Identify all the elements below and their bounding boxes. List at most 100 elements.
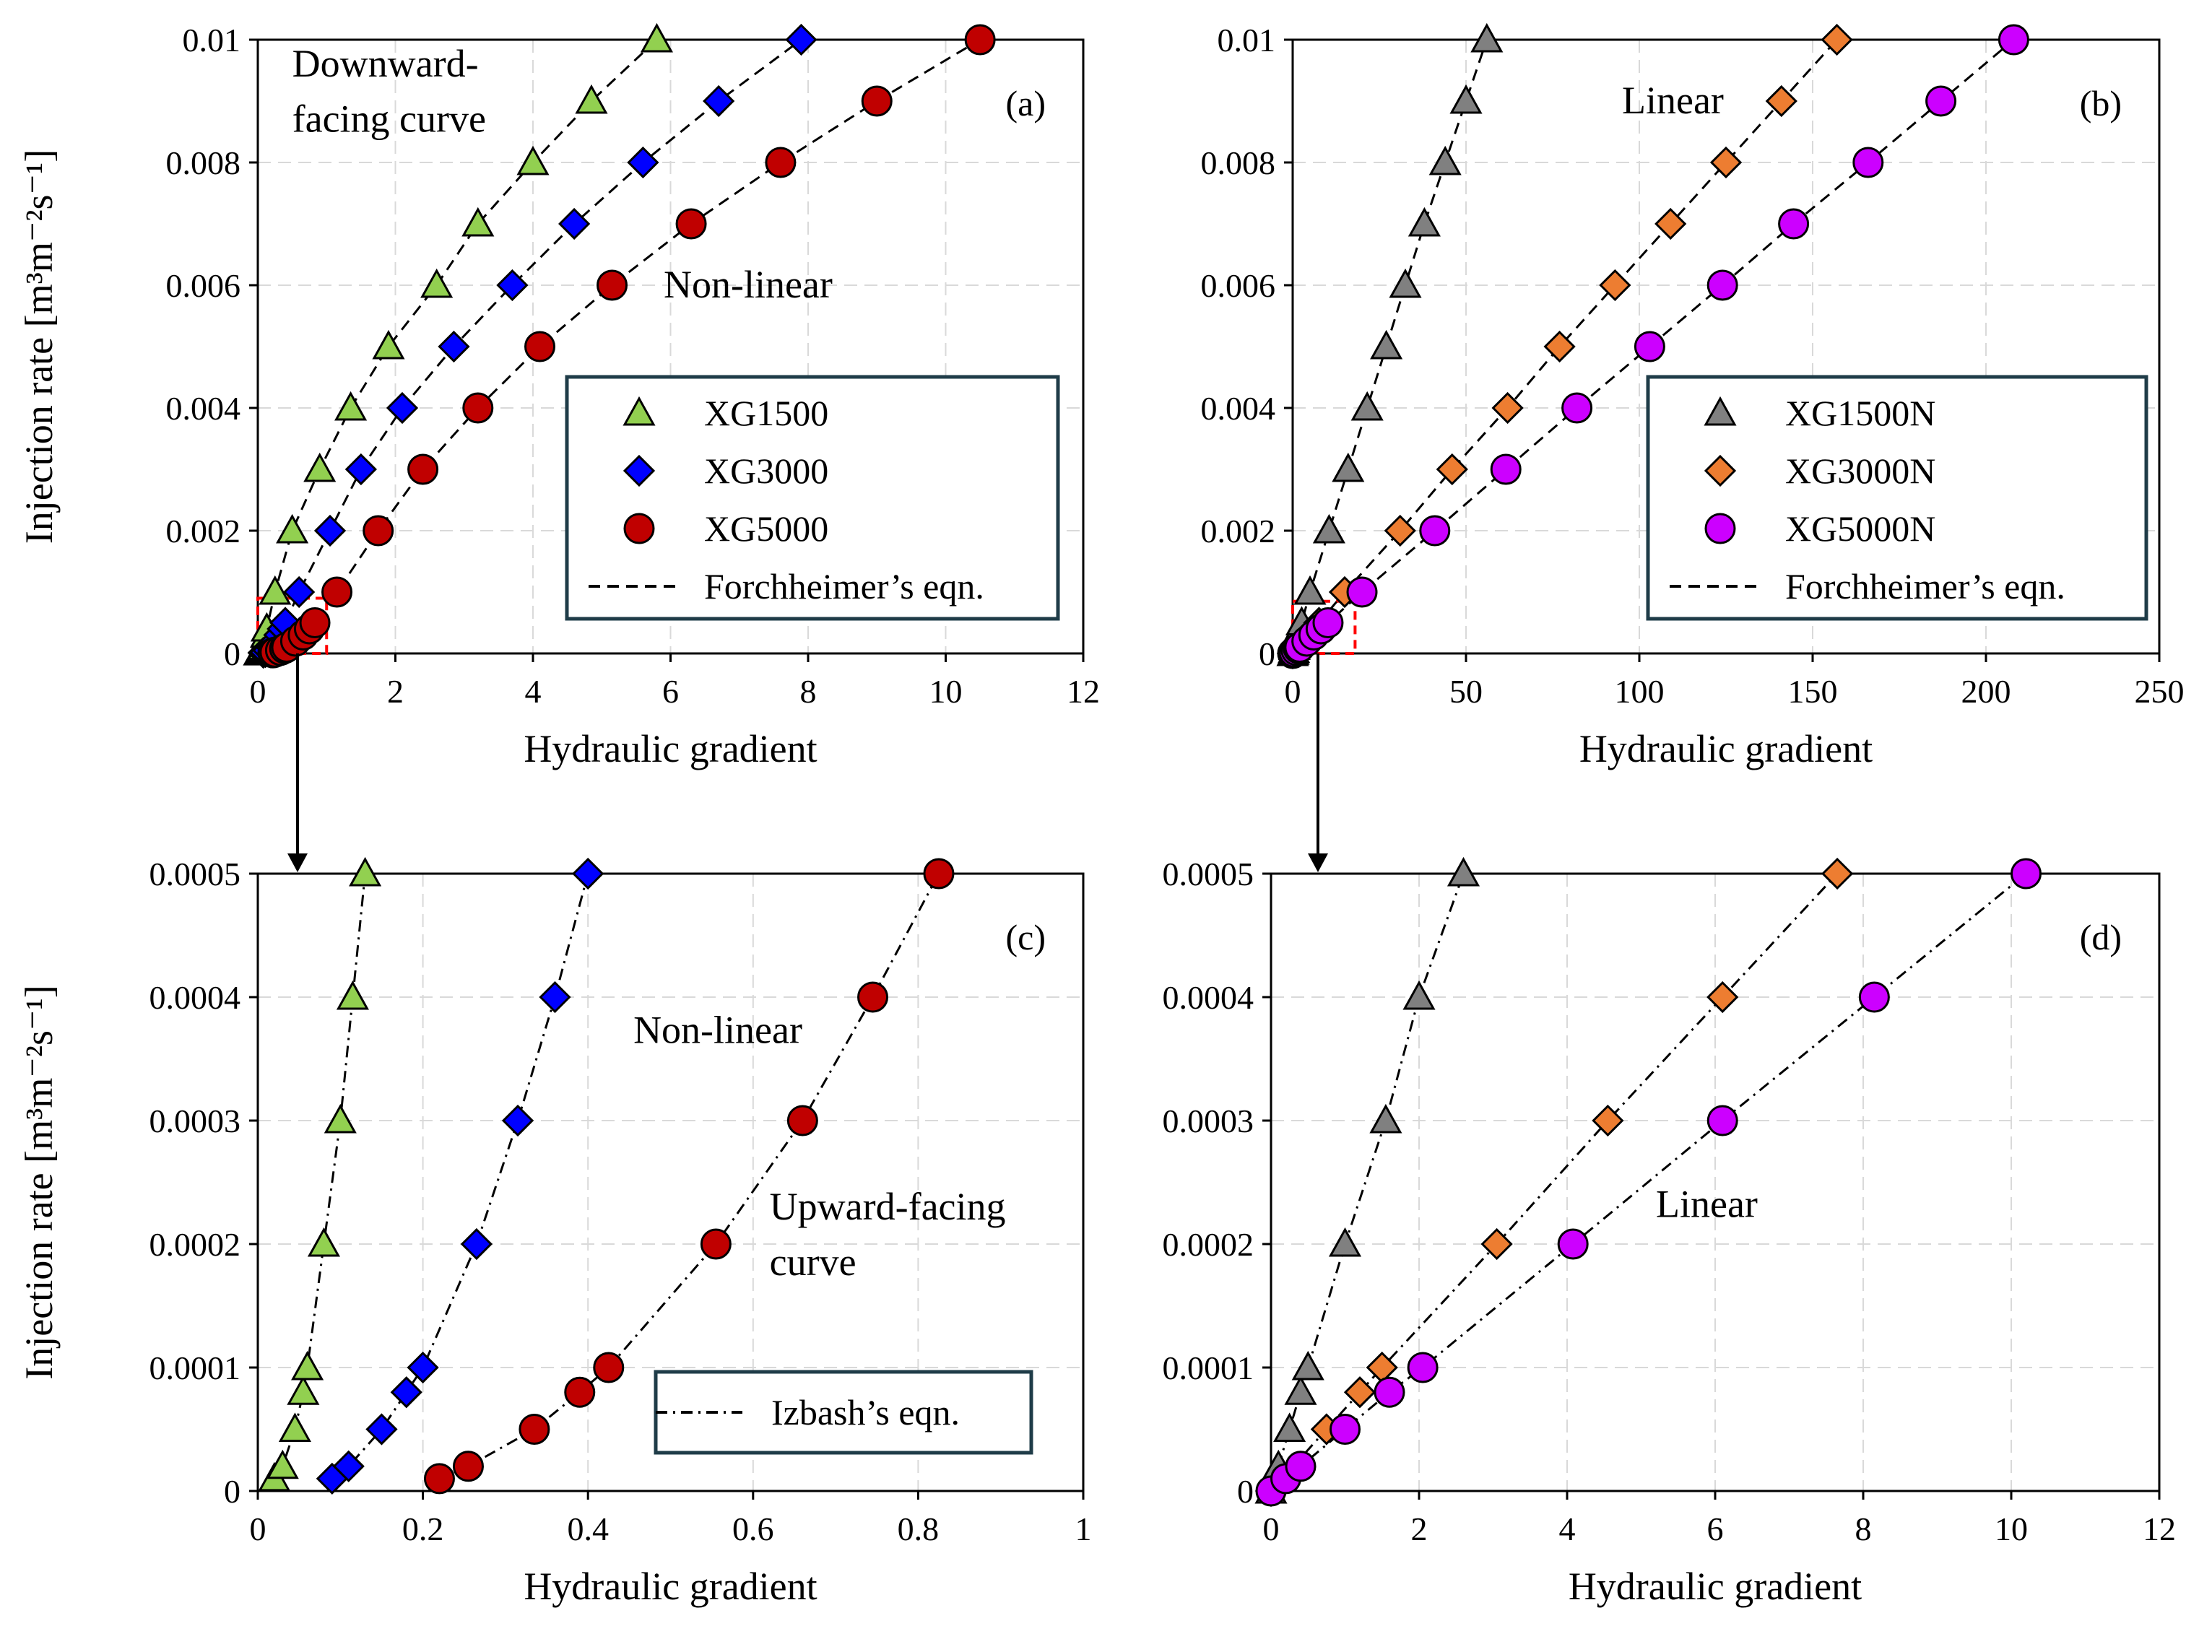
data-point-xg5000 <box>462 392 494 424</box>
data-point-xg5000n <box>1858 981 1890 1013</box>
y-tick-label: 0 <box>224 635 240 672</box>
data-point-xg1500 <box>307 1227 340 1257</box>
x-tick-label: 6 <box>662 673 679 710</box>
data-point-xg3000n <box>1765 84 1797 118</box>
data-point-xg3000 <box>344 453 377 486</box>
data-point-xg5000n <box>1852 147 1884 178</box>
annotation-text: curve <box>770 1240 856 1284</box>
data-point-xg5000n <box>1312 607 1344 638</box>
data-point-xg5000 <box>700 1228 732 1260</box>
x-tick-label: 50 <box>1449 673 1483 710</box>
y-tick-label: 0.004 <box>166 390 241 427</box>
data-point-xg5000n <box>2011 858 2042 890</box>
data-point-xg1500 <box>324 1103 357 1134</box>
fit-line-xg1500 <box>273 873 367 1479</box>
x-tick-label: 0.4 <box>567 1510 609 1547</box>
data-point-xg5000 <box>861 85 893 117</box>
legend-marker-xg3000n <box>1704 454 1737 487</box>
chart-panel-a: 0 2 4 6 8 10 12 0 0.002 0.004 0.006 0.008 0.01 Hydrau… <box>17 22 1100 770</box>
data-point-xg3000 <box>539 981 571 1014</box>
annotation-text: Linear <box>1656 1182 1758 1225</box>
x-axis-label: Hydraulic gradient <box>524 727 817 770</box>
legend: XG1500 XG3000 XG5000 Forchheimer’s eqn. <box>565 375 1060 621</box>
x-axis-label: Hydraulic gradient <box>1579 727 1873 770</box>
legend-marker-xg5000 <box>623 513 655 544</box>
x-tick-label: 4 <box>525 673 542 710</box>
data-point-xg5000 <box>675 208 707 240</box>
data-point-xg5000n <box>1634 331 1665 362</box>
data-point-xg1500n <box>1402 980 1436 1010</box>
data-point-xg3000n <box>1480 1227 1513 1261</box>
data-point-xg5000 <box>299 607 331 638</box>
legend-box <box>654 1370 1033 1455</box>
data-point-xg1500 <box>575 84 608 114</box>
series-xg1500 <box>258 856 382 1492</box>
data-point-xg5000 <box>923 858 955 890</box>
x-tick-label: 10 <box>929 673 963 710</box>
y-tick-label: 0.0005 <box>149 856 241 892</box>
data-point-xg3000n <box>1821 23 1853 56</box>
y-tick-label: 0 <box>1237 1473 1254 1510</box>
data-point-xg5000n <box>1407 1352 1439 1383</box>
data-point-xg3000n <box>1543 330 1576 363</box>
legend: Izbash’s eqn. <box>654 1370 1033 1455</box>
data-point-xg1500 <box>266 1449 299 1479</box>
data-point-xg3000n <box>1599 269 1631 302</box>
data-point-xg1500n <box>1328 1227 1362 1257</box>
panel-label: (c) <box>1006 917 1046 957</box>
y-tick-label: 0.008 <box>166 144 241 181</box>
data-point-xg3000 <box>460 1227 493 1261</box>
data-point-xg1500n <box>1370 329 1403 360</box>
chart-panel-d: 0 2 4 6 8 10 12 0 0.0001 0.0002 0.0003 0.0004 0.0005… <box>1163 856 2177 1608</box>
plot-frame <box>1291 38 2161 655</box>
x-tick-label: 10 <box>1995 1510 2028 1547</box>
data-point-xg5000 <box>524 331 556 362</box>
y-tick-label: 0.006 <box>1201 267 1276 304</box>
data-point-xg5000 <box>363 515 394 547</box>
y-tick-label: 0.006 <box>166 267 241 304</box>
data-point-xg1500n <box>1293 575 1327 605</box>
x-tick-label: 200 <box>1961 673 2011 710</box>
data-point-xg3000 <box>438 330 470 363</box>
data-point-xg1500n <box>1389 268 1422 298</box>
data-point-xg3000 <box>390 1376 422 1409</box>
panel-label: (d) <box>2080 917 2122 957</box>
annotation-text: Downward- <box>292 42 479 85</box>
annotation-text: Non-linear <box>633 1008 802 1051</box>
y-tick-label: 0.0003 <box>1163 1103 1254 1139</box>
y-tick-label: 0.008 <box>1201 144 1276 181</box>
x-tick-label: 0.2 <box>402 1510 444 1547</box>
data-point-xg5000 <box>519 1414 550 1445</box>
x-tick-label: 0 <box>1263 1510 1280 1547</box>
data-point-xg1500n <box>1291 1350 1324 1381</box>
y-tick-label: 0.0001 <box>1163 1349 1254 1386</box>
chart-panel-b: 0 50 100 150 200 250 0 0.002 0.004 0.006 0.008 0.01… <box>1201 22 2185 770</box>
data-point-xg5000 <box>597 269 628 301</box>
zoom-arrowhead-b-to-d <box>1308 853 1328 872</box>
x-tick-label: 8 <box>800 673 817 710</box>
x-tick-label: 0.8 <box>898 1510 940 1547</box>
data-point-xg1500 <box>276 513 309 544</box>
data-point-xg1500 <box>259 575 292 605</box>
annotation-text: Non-linear <box>664 263 833 306</box>
data-point-xg3000n <box>1821 857 1854 890</box>
x-axis-label: Hydraulic gradient <box>524 1565 817 1608</box>
data-point-xg5000 <box>593 1352 625 1383</box>
data-point-xg5000n <box>1706 1105 1738 1136</box>
legend-label: Forchheimer’s eqn. <box>704 566 984 607</box>
x-tick-label: 12 <box>2143 1510 2176 1547</box>
data-point-xg1500n <box>1369 1103 1402 1134</box>
data-point-xg3000 <box>407 1351 439 1384</box>
data-point-xg1500n <box>1273 1412 1306 1442</box>
zoom-connectors <box>287 653 1328 872</box>
legend: XG1500N XG3000N XG5000N Forchheimer’s eqn. <box>1646 375 2148 621</box>
y-axis-label: Injection rate [m³m⁻²s⁻¹] <box>17 149 61 544</box>
data-point-xg1500n <box>1449 84 1483 114</box>
data-point-xg3000 <box>501 1104 534 1137</box>
x-axis-label: Hydraulic gradient <box>1569 1565 1862 1608</box>
x-tick-label: 2 <box>387 673 404 710</box>
data-point-xg1500n <box>1332 452 1365 482</box>
y-tick-label: 0.0004 <box>1163 979 1254 1016</box>
data-point-xg3000n <box>1436 453 1468 486</box>
